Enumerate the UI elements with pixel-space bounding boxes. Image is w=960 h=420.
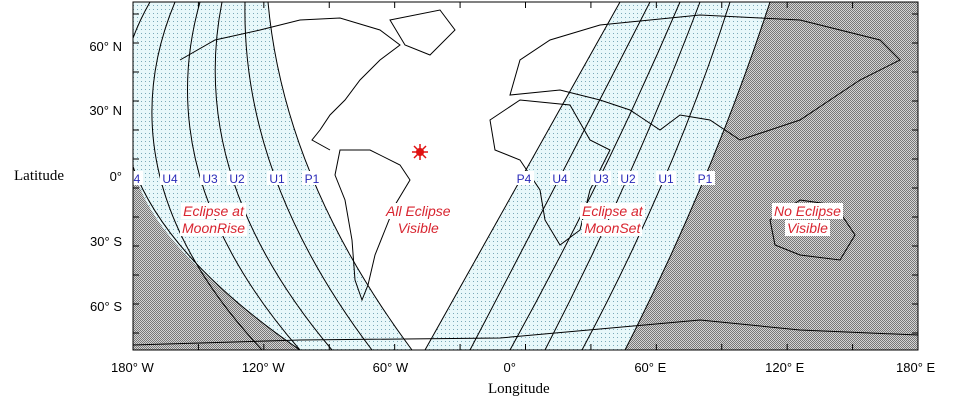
lat-tick-label: 30° S bbox=[90, 234, 122, 249]
contact-label-u1: U1 bbox=[269, 172, 285, 186]
lat-tick-label: 0° bbox=[109, 169, 122, 184]
lat-tick-label: 60° S bbox=[90, 299, 122, 314]
contact-label-u2: U2 bbox=[620, 172, 636, 186]
greenland bbox=[389, 9, 456, 56]
lon-tick-label: 60° E bbox=[634, 360, 667, 375]
contact-label-u4: U4 bbox=[162, 172, 178, 186]
contact-label-p1: P1 bbox=[698, 172, 713, 186]
contact-label-p1: P1 bbox=[305, 172, 320, 186]
lon-tick-label: 180° W bbox=[111, 360, 154, 375]
contact-label-u1: U1 bbox=[658, 172, 674, 186]
north-america bbox=[179, 17, 401, 151]
red-star-icon bbox=[412, 144, 428, 160]
south-america bbox=[334, 149, 411, 302]
contact-label-p4: P4 bbox=[126, 172, 141, 186]
region-moonrise-label: Eclipse at MoonRise bbox=[180, 203, 248, 236]
contact-label-u3: U3 bbox=[202, 172, 218, 186]
contact-label-u3: U3 bbox=[593, 172, 609, 186]
contact-label-u4: U4 bbox=[552, 172, 568, 186]
continent-outlines bbox=[133, 9, 918, 346]
longitude-axis-title: Longitude bbox=[488, 381, 550, 397]
region-all-visible-label: All Eclipse Visible bbox=[384, 203, 453, 236]
antarctica bbox=[133, 319, 918, 346]
lon-tick-label: 60° W bbox=[372, 360, 409, 375]
eurasia bbox=[509, 14, 901, 141]
lon-tick-label: 180° E bbox=[896, 360, 936, 375]
lat-tick-label: 60° N bbox=[89, 39, 122, 54]
lon-tick-label: 120° E bbox=[765, 360, 805, 375]
africa bbox=[489, 99, 611, 246]
lat-tick-label: 30° N bbox=[89, 103, 122, 118]
contact-label-p4: P4 bbox=[517, 172, 532, 186]
no-eclipse-region bbox=[625, 2, 918, 350]
lon-tick-label: 120° W bbox=[241, 360, 285, 375]
no-eclipse-region-west bbox=[133, 150, 300, 350]
region-moonset-label: Eclipse at MoonSet bbox=[580, 203, 645, 236]
latitude-axis-title: Latitude bbox=[14, 168, 64, 184]
australia bbox=[769, 199, 856, 261]
region-no-eclipse-label: No Eclipse Visible bbox=[772, 203, 843, 236]
contact-label-u2: U2 bbox=[229, 172, 245, 186]
lon-tick-label: 0° bbox=[503, 360, 516, 375]
